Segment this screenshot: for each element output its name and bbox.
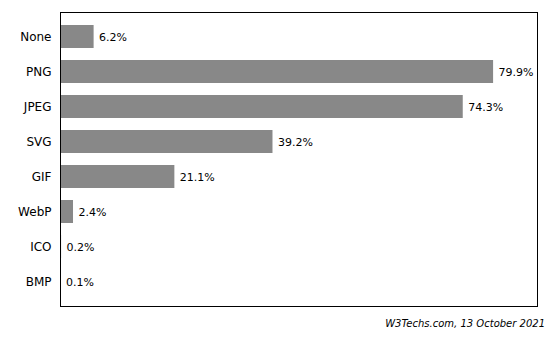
svg-text:6.2%: 6.2% [99,31,127,44]
svg-text:2.4%: 2.4% [79,206,107,219]
html-text:W3Techs.com, 13 October 2021: W3Techs.com, 13 October 2021 [385,318,545,329]
svg-text:SVG: SVG [26,135,51,149]
svg-text:JPEG: JPEG [23,100,52,114]
svg-text:GIF: GIF [32,170,52,184]
svg-text:None: None [20,30,51,44]
svg-text:BMP: BMP [26,275,52,289]
svg-text:79.9%: 79.9% [499,66,534,79]
svg-text:21.1%: 21.1% [180,171,215,184]
svg-text:0.2%: 0.2% [67,241,95,254]
svg-text:WebP: WebP [18,205,51,219]
svg-text:0.1%: 0.1% [66,276,94,289]
svg-text:74.3%: 74.3% [468,101,503,114]
svg-text:ICO: ICO [30,240,51,254]
svg-text:PNG: PNG [26,65,52,79]
svg-text:39.2%: 39.2% [278,136,313,149]
